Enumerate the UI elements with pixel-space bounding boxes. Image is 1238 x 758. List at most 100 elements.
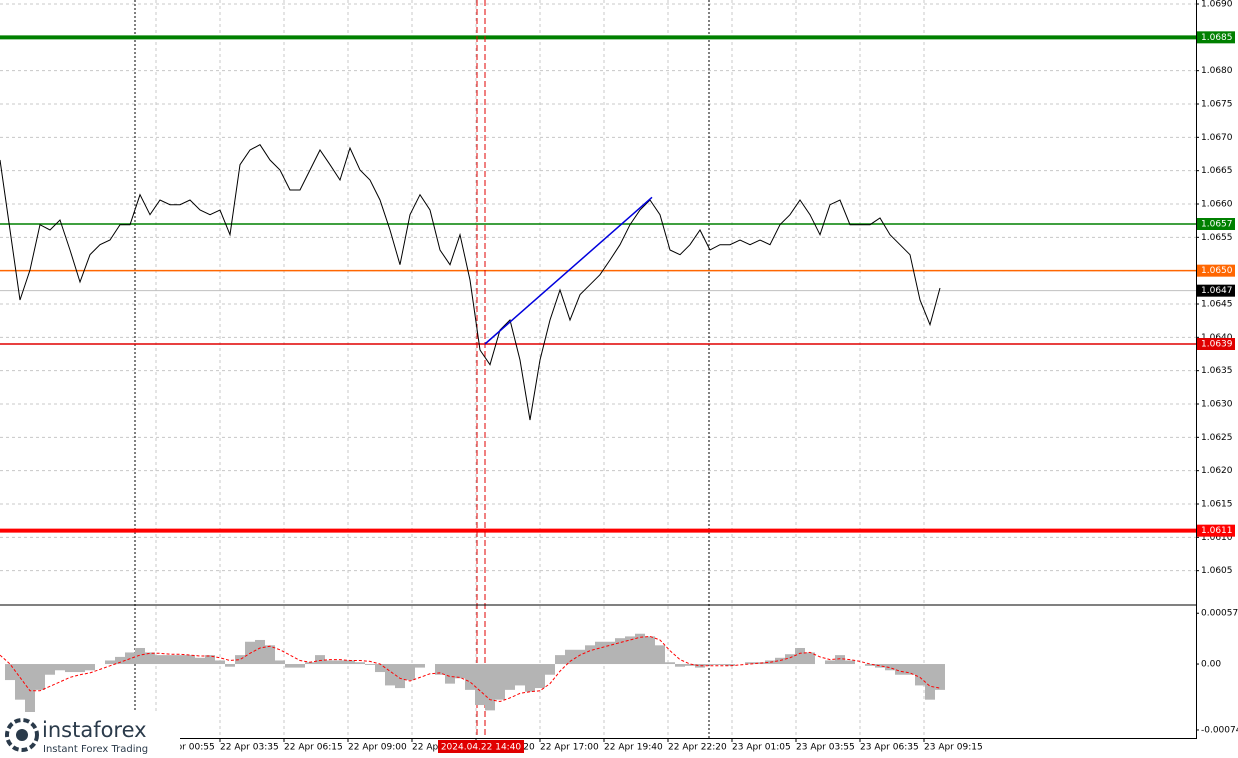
current-price-box: [1197, 284, 1235, 297]
histogram-bar: [935, 664, 945, 690]
logo: instaforex Instant Forex Trading: [0, 712, 180, 758]
histogram-bar: [65, 664, 75, 673]
level-label: 1.0650: [1201, 266, 1233, 276]
logo-icon: [5, 718, 39, 752]
x-tick-label: 23 Apr 06:35: [860, 743, 919, 753]
histogram-bar: [205, 655, 215, 665]
histogram-bar: [915, 664, 925, 686]
histogram-bar: [465, 664, 475, 690]
logo-icon: [16, 729, 28, 741]
x-tick-label: 22 Apr 06:15: [284, 743, 343, 753]
logo-tagline: Instant Forex Trading: [43, 744, 148, 755]
histogram-bar: [115, 656, 125, 665]
price-line: [0, 144, 941, 421]
level-label-box: [1197, 338, 1235, 350]
histogram-bar: [135, 647, 145, 665]
x-tick-label: 22 Apr 22:20: [668, 743, 727, 753]
level-label-box: [1197, 31, 1235, 44]
histogram-bar: [595, 641, 605, 665]
y-tick-label: 1.0660: [1201, 200, 1233, 210]
histogram-bar: [525, 664, 535, 692]
histogram-bar: [255, 639, 265, 665]
histogram-bar: [895, 664, 905, 675]
histogram-bar: [15, 664, 25, 700]
histogram-bar: [385, 664, 395, 686]
histogram-bar: [215, 660, 225, 665]
y-tick-label: -0.00074: [1201, 725, 1238, 735]
logo-name: instaforex: [42, 718, 147, 742]
histogram-bar: [675, 664, 685, 667]
histogram-bar: [185, 655, 195, 665]
histogram-bar: [285, 664, 295, 668]
histogram-bar: [745, 662, 755, 665]
level-label-box: [1197, 218, 1235, 230]
histogram-bar: [535, 664, 545, 689]
histogram-bar: [885, 664, 895, 671]
histogram-bar: [665, 662, 675, 665]
histogram-bar: [325, 660, 335, 665]
histogram-bar: [485, 664, 495, 711]
y-tick-label: 0.00: [1201, 660, 1221, 670]
histogram-bar: [585, 645, 595, 665]
histogram-bar: [575, 649, 585, 665]
histogram-bar: [565, 649, 575, 665]
y-tick-label: 1.0665: [1201, 166, 1233, 176]
histogram-bar: [435, 664, 445, 675]
time-marker-label: 2024.04.22 14:40: [441, 743, 522, 753]
histogram-bar: [415, 664, 425, 668]
histogram-bar: [365, 664, 375, 665]
histogram-bar: [335, 660, 345, 665]
histogram-bar: [445, 664, 455, 684]
histogram-bar: [925, 664, 935, 700]
histogram-bar: [105, 660, 115, 665]
y-tick-label: 1.0630: [1201, 400, 1233, 410]
histogram-bar: [165, 655, 175, 665]
y-tick-label: 1.0645: [1201, 300, 1233, 310]
level-label: 1.0639: [1201, 340, 1233, 350]
histogram-bar: [145, 652, 155, 665]
histogram-bar: [685, 664, 695, 666]
histogram-bar: [645, 636, 655, 665]
x-tick-label: 23 Apr 09:15: [924, 743, 983, 753]
histogram-bar: [725, 664, 735, 666]
level-label: 1.0611: [1201, 526, 1233, 536]
histogram-bar: [775, 657, 785, 665]
current-price-label: 1.0647: [1201, 286, 1233, 296]
logo-box: [0, 712, 180, 758]
histogram-bar: [475, 664, 485, 706]
histogram-bar: [545, 664, 555, 675]
histogram-bar: [765, 660, 775, 665]
x-tick-label: 22 Apr 09:00: [348, 743, 407, 753]
y-tick-label: 1.0655: [1201, 233, 1233, 243]
level-label: 1.0685: [1201, 33, 1233, 43]
histogram-bar: [345, 660, 355, 665]
histogram-bar: [225, 664, 235, 667]
histogram-bar: [85, 664, 95, 671]
y-tick-label: 1.0610: [1201, 533, 1233, 543]
histogram-bar: [275, 660, 285, 665]
y-tick-label: 1.0605: [1201, 566, 1233, 576]
histogram-bar: [705, 664, 715, 665]
histogram-bar: [305, 662, 315, 665]
histogram-bar: [805, 652, 815, 665]
time-marker-box: [438, 740, 524, 753]
histogram-bar: [655, 645, 665, 665]
histogram-bar: [235, 655, 245, 665]
y-tick-label: 1.0670: [1201, 133, 1233, 143]
histogram-bar: [355, 662, 365, 665]
histogram-bar: [175, 655, 185, 665]
trend-line: [484, 196, 653, 345]
histogram-bar: [375, 664, 385, 673]
y-tick-label: 1.0615: [1201, 500, 1233, 510]
y-tick-label: 1.0675: [1201, 100, 1233, 110]
histogram-bar: [505, 664, 515, 690]
signal-line: [0, 635, 941, 703]
histogram-bar: [825, 660, 835, 665]
y-tick-label: 1.0690: [1201, 0, 1233, 10]
histogram-bar: [315, 655, 325, 665]
x-tick-label: 22 Apr 17:00: [540, 743, 599, 753]
histogram-bar: [785, 654, 795, 665]
histogram-bar: [605, 641, 615, 665]
histogram-bar: [875, 664, 885, 668]
